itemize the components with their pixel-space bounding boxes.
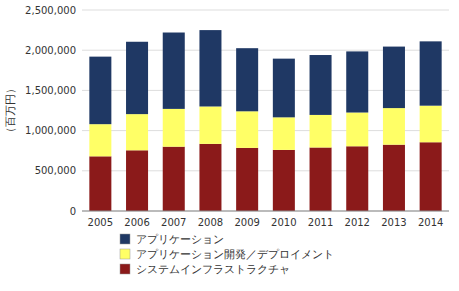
bar-segment (89, 57, 111, 125)
bar-segment (273, 59, 295, 118)
bar-segment (199, 30, 221, 106)
legend-label: アプリケーション (136, 233, 224, 246)
legend-label: アプリケーション開発／デプロイメント (136, 248, 334, 261)
bar-segment (310, 55, 332, 115)
legend-label: システムインフラストラクチャ (136, 263, 290, 276)
bar-segment (89, 156, 111, 211)
bar-segment (383, 145, 405, 211)
bar-segment (163, 33, 185, 109)
bar-segment (346, 113, 368, 147)
x-tick-label: 2012 (345, 217, 370, 228)
legend: アプリケーションアプリケーション開発／デプロイメントシステムインフラストラクチャ (120, 233, 334, 276)
bar-segment (310, 147, 332, 211)
bar-segment (199, 106, 221, 143)
x-tick-label: 2006 (124, 217, 149, 228)
grid (82, 10, 449, 211)
bar-segment (199, 144, 221, 211)
chart: 0 500,000 1,000,000 1,500,000 2,000,000 2,500… (0, 0, 459, 291)
x-tick-label: 2010 (271, 217, 296, 228)
bar-segment (420, 41, 442, 105)
x-tick-label: 2013 (381, 217, 406, 228)
bar-segment (163, 109, 185, 147)
x-tick-label: 2014 (418, 217, 443, 228)
bars (89, 30, 441, 211)
bar-segment (273, 117, 295, 150)
x-tick-label: 2009 (234, 217, 259, 228)
bar-segment (273, 150, 295, 211)
bar-segment (126, 42, 148, 114)
bar-segment (420, 106, 442, 143)
bar-segment (236, 48, 258, 111)
x-tick-label: 2008 (198, 217, 223, 228)
bar-segment (346, 51, 368, 112)
y-tick-label: 2,000,000 (25, 45, 76, 56)
bar-segment (236, 148, 258, 211)
bar-segment (126, 114, 148, 150)
y-tick-label: 1,500,000 (25, 85, 76, 96)
legend-swatch (120, 264, 130, 274)
legend-swatch (120, 234, 130, 244)
y-tick-label: 0 (70, 206, 76, 217)
legend-swatch (120, 249, 130, 259)
y-tick-label: 1,000,000 (25, 125, 76, 136)
grid-line (82, 211, 449, 212)
y-tick-label: 2,500,000 (25, 5, 76, 16)
bar-segment (236, 111, 258, 148)
bar-segment (163, 147, 185, 211)
bar-segment (89, 124, 111, 156)
y-axis-label: （百万円） (4, 83, 17, 138)
x-tick-label: 2005 (88, 217, 113, 228)
bar-segment (310, 115, 332, 148)
bar-segment (420, 142, 442, 211)
bar-segment (346, 146, 368, 211)
y-tick-label: 500,000 (35, 165, 76, 176)
bar-segment (383, 47, 405, 109)
x-tick-label: 2011 (308, 217, 333, 228)
grid-line (82, 10, 449, 11)
x-axis-line (82, 211, 449, 212)
bar-segment (383, 108, 405, 145)
bar-segment (126, 150, 148, 211)
x-tick-label: 2007 (161, 217, 186, 228)
